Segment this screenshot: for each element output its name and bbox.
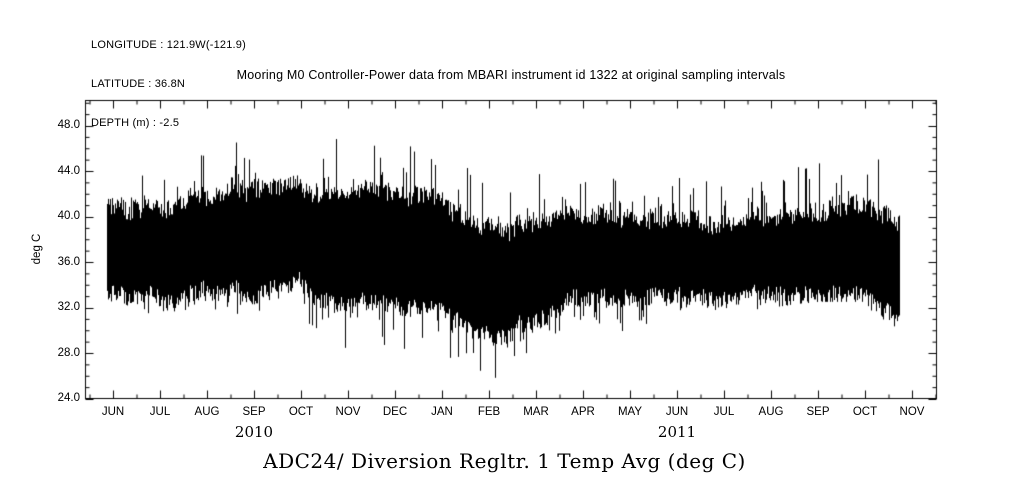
y-tick-label: 32.0	[57, 301, 80, 313]
x-tick-label: SEP	[806, 406, 830, 418]
y-tick-label: 44.0	[57, 164, 80, 177]
x-tick-label: DEC	[382, 406, 408, 418]
y-tick-label: 36.0	[57, 255, 80, 268]
year-label: 2010	[234, 423, 274, 441]
x-tick-label: JUL	[149, 406, 171, 418]
x-tick-label: JAN	[431, 406, 453, 418]
x-tick-label: FEB	[477, 406, 501, 418]
x-tick-label: MAR	[523, 406, 549, 418]
x-tick-label: NOV	[899, 406, 925, 418]
y-tick-label: 28.0	[57, 346, 80, 359]
x-tick-label: JUN	[665, 406, 689, 418]
chart-caption: ADC24/ Diversion Regltr. 1 Temp Avg (deg…	[263, 449, 746, 473]
x-tick-label: AUG	[194, 406, 220, 418]
x-tick-label: OCT	[288, 406, 314, 418]
x-tick-label: AUG	[758, 406, 784, 418]
x-tick-label: SEP	[242, 406, 266, 418]
x-tick-label: APR	[571, 406, 595, 418]
x-tick-label: MAY	[617, 406, 643, 418]
x-tick-label: JUN	[101, 406, 125, 418]
y-tick-label: 24.0	[57, 392, 80, 404]
x-tick-label: JUL	[713, 406, 735, 418]
y-tick-label: 48.0	[57, 119, 80, 131]
x-tick-label: NOV	[335, 406, 361, 418]
y-tick-label: 40.0	[57, 210, 80, 222]
x-tick-label: OCT	[852, 406, 878, 418]
year-label: 2011	[657, 423, 697, 441]
